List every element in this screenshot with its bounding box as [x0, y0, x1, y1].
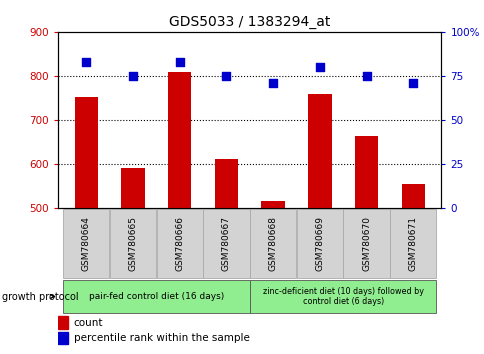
Text: GSM780665: GSM780665	[128, 216, 137, 271]
Text: GSM780671: GSM780671	[408, 216, 417, 271]
Text: zinc-deficient diet (10 days) followed by
control diet (6 days): zinc-deficient diet (10 days) followed b…	[262, 287, 423, 306]
FancyBboxPatch shape	[296, 209, 342, 278]
Bar	[75, 97, 98, 208]
Bar	[401, 184, 424, 208]
Point	[408, 80, 416, 86]
Point	[269, 80, 276, 86]
Text: GSM780668: GSM780668	[268, 216, 277, 271]
Text: pair-fed control diet (16 days): pair-fed control diet (16 days)	[89, 292, 224, 301]
Text: GSM780666: GSM780666	[175, 216, 184, 271]
Point	[222, 73, 230, 79]
Bar	[58, 316, 68, 329]
Point	[175, 59, 183, 65]
Bar	[214, 159, 238, 208]
Text: GSM780667: GSM780667	[222, 216, 230, 271]
FancyBboxPatch shape	[390, 209, 436, 278]
Text: GSM780670: GSM780670	[362, 216, 370, 271]
Point	[82, 59, 90, 65]
Text: growth protocol: growth protocol	[2, 291, 79, 302]
Bar	[58, 332, 68, 344]
FancyBboxPatch shape	[156, 209, 202, 278]
Bar	[261, 201, 284, 208]
Text: GSM780669: GSM780669	[315, 216, 324, 271]
FancyBboxPatch shape	[249, 209, 296, 278]
Bar	[307, 95, 331, 208]
Text: count: count	[74, 318, 103, 328]
Text: GSM780664: GSM780664	[82, 216, 91, 271]
Text: percentile rank within the sample: percentile rank within the sample	[74, 333, 249, 343]
FancyBboxPatch shape	[343, 209, 389, 278]
Bar	[121, 168, 144, 208]
FancyBboxPatch shape	[63, 209, 109, 278]
FancyBboxPatch shape	[109, 209, 156, 278]
FancyBboxPatch shape	[203, 209, 249, 278]
Point	[362, 73, 370, 79]
FancyBboxPatch shape	[63, 280, 249, 313]
Bar	[354, 136, 378, 208]
Point	[316, 64, 323, 70]
Title: GDS5033 / 1383294_at: GDS5033 / 1383294_at	[169, 16, 330, 29]
FancyBboxPatch shape	[249, 280, 436, 313]
Point	[129, 73, 136, 79]
Bar	[167, 73, 191, 208]
